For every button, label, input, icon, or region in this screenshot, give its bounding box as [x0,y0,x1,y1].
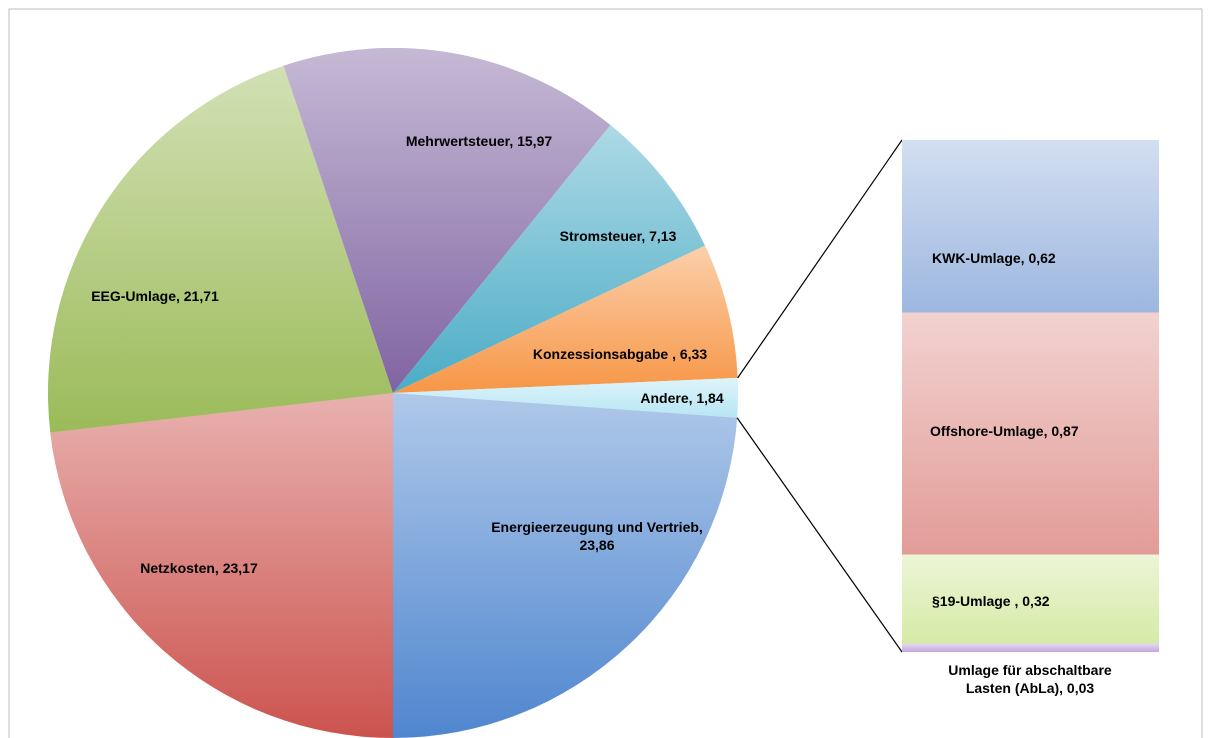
slice-shine [393,377,738,418]
data-label: EEG-Umlage, 21,71 [91,288,219,304]
data-label: Offshore-Umlage, 0,87 [930,423,1079,439]
slice-shine [393,245,738,393]
segment-shine [902,643,1159,652]
data-label: Energieerzeugung und Vertrieb, 23,86 [491,519,703,553]
segment-shine [902,554,1159,644]
slice-shine [50,393,393,738]
data-label: Stromsteuer, 7,13 [559,228,677,244]
segment-shine [902,140,1159,313]
slice-shine [393,125,705,394]
slice-shine [48,65,394,433]
data-label: Konzessionsabgabe , 6,33 [532,346,708,362]
frame [8,8,1203,738]
connector [737,139,903,379]
data-label: KWK-Umlage, 0,62 [932,250,1056,266]
connector [736,417,903,653]
data-label: Andere, 1,84 [640,390,724,406]
segment-shine [902,312,1159,555]
data-label: Mehrwertsteuer, 15,97 [405,133,553,149]
data-label: Umlage für abschaltbare Lasten (AbLa), 0… [948,662,1112,696]
slice-shine [283,47,611,393]
slice-shine [393,393,738,738]
data-label: Netzkosten, 23,17 [140,560,258,576]
data-label: §19-Umlage , 0,32 [932,593,1050,609]
